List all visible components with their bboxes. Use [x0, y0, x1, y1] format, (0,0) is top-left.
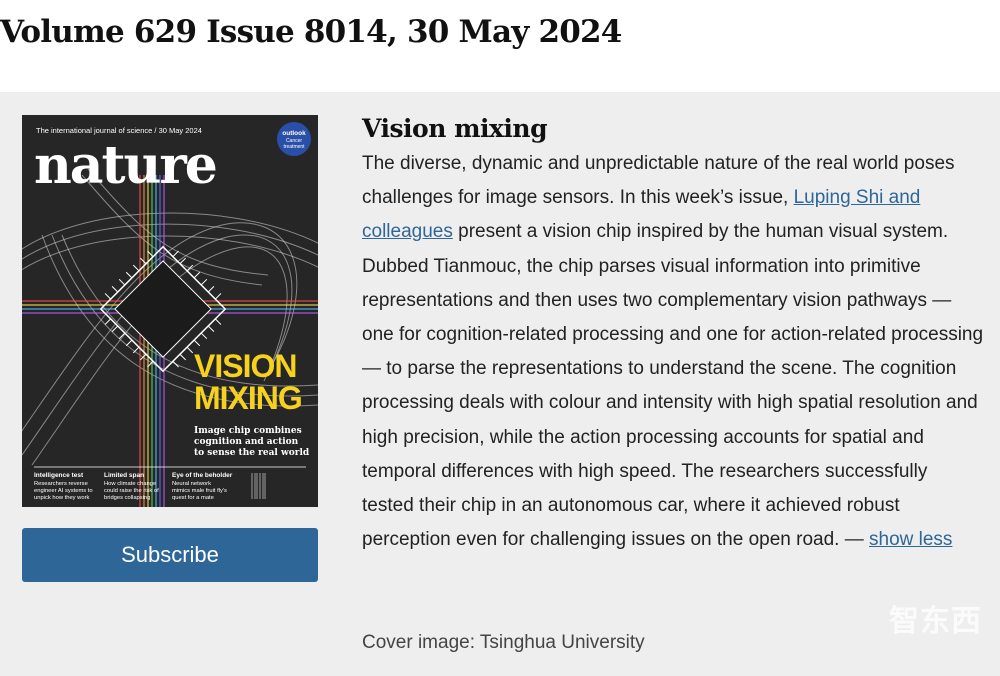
story-text: The diverse, dynamic and unpredictable n…	[362, 153, 955, 209]
cover-teaser-line: unpick how they work	[34, 495, 90, 501]
story-text: present a vision chip inspired by the hu…	[362, 221, 984, 551]
issue-panel: The international journal of science / 3…	[0, 92, 1000, 676]
cover-teaser-line: bridges collapsing	[104, 495, 150, 501]
cover-teaser-line: engineer AI systems to	[34, 488, 93, 494]
watermark-logo: 智东西	[889, 605, 982, 638]
cover-masthead: The international journal of science / 3…	[36, 126, 202, 135]
issue-title: Volume 629 Issue 8014, 30 May 2024	[0, 14, 622, 50]
cover-deck: to sense the real world	[194, 448, 310, 458]
cover-teaser-title: Intelligence test	[34, 472, 84, 479]
cover-deck: cognition and action	[194, 437, 299, 447]
cover-image[interactable]: The international journal of science / 3…	[22, 115, 318, 507]
cover-teaser-line: mimics male fruit fly's	[172, 488, 227, 494]
cover-headline: VISION	[194, 348, 296, 384]
cover-illustration: The international journal of science / 3…	[22, 115, 318, 507]
cover-teaser-line: Neural network	[172, 481, 211, 487]
cover-teaser-title: Eye of the beholder	[172, 472, 233, 479]
story-title: Vision mixing	[362, 114, 548, 143]
show-less-link[interactable]: show less	[869, 529, 953, 551]
cover-teaser-title: Limited span	[104, 472, 144, 479]
cover-deck: Image chip combines	[194, 426, 302, 436]
cover-badge-line: treatment	[283, 144, 305, 150]
subscribe-button[interactable]: Subscribe	[22, 528, 318, 582]
cover-teaser-line: could raise the risk of	[104, 488, 159, 494]
cover-headline: MIXING	[194, 380, 302, 416]
cover-badge-line: Cancer	[286, 138, 302, 144]
cover-credit: Cover image: Tsinghua University	[362, 632, 645, 653]
story-description: The diverse, dynamic and unpredictable n…	[362, 147, 984, 557]
cover-badge-title: outlook	[282, 130, 306, 137]
authors-link[interactable]: Luping Shi and colleagues	[362, 187, 921, 243]
cover-logo: nature	[34, 135, 216, 196]
cover-teaser-line: Researchers reverse	[34, 481, 88, 487]
cover-teaser-line: quest for a mate	[172, 495, 214, 501]
cover-teaser-line: How climate change	[104, 481, 156, 487]
